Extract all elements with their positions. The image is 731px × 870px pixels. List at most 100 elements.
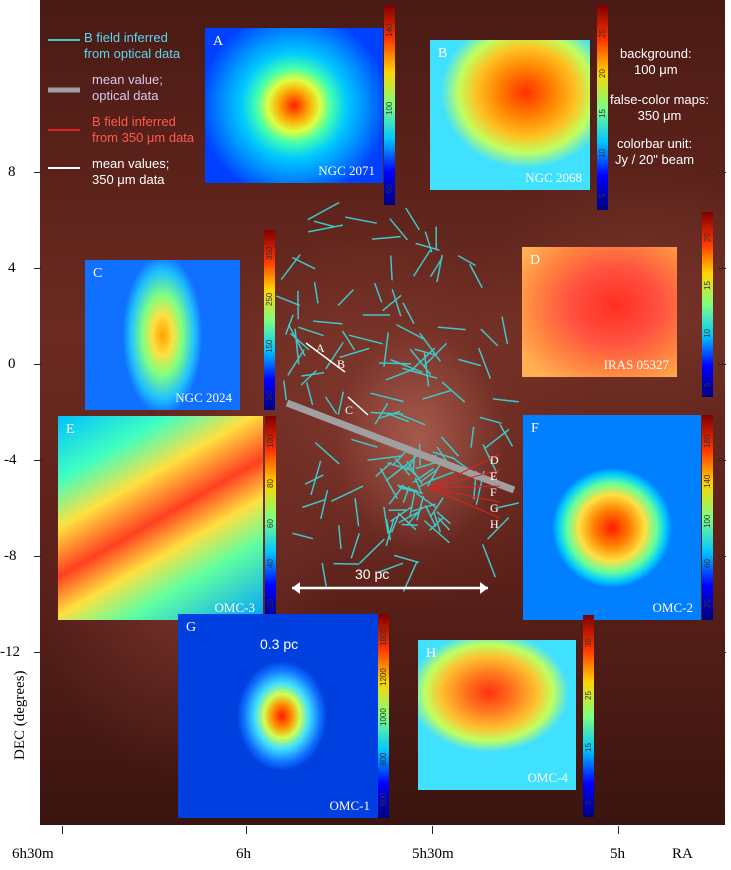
colorbar-tick: 10	[703, 329, 712, 339]
optical-b-vector	[440, 436, 460, 457]
optical-b-vector	[405, 207, 420, 231]
map-name: OMC-2	[652, 600, 693, 615]
info-colorbar-unit: colorbar unit: Jy / 20" beam	[615, 136, 695, 167]
region-pointer-line	[429, 487, 501, 519]
optical-b-vector	[304, 474, 324, 485]
optical-b-vector	[469, 263, 483, 289]
optical-b-vector	[492, 398, 519, 403]
x-tick-label: 5h	[610, 846, 625, 862]
legend-submm-b: B field inferred from 350 μm data	[92, 114, 195, 145]
optical-b-vector	[424, 231, 433, 253]
info-falsecolor: false-color maps: 350 μm	[610, 92, 709, 123]
colorbar-tick: 350	[265, 246, 274, 260]
optical-b-vector	[310, 460, 322, 496]
map-name: OMC-4	[527, 770, 568, 785]
optical-b-vector	[390, 255, 393, 281]
optical-b-vector	[371, 235, 401, 240]
optical-b-vector	[422, 389, 453, 400]
y-tick-label: -4	[4, 452, 17, 468]
optical-b-vector	[415, 461, 438, 470]
optical-b-vector	[431, 471, 454, 482]
map-letter: F	[531, 421, 539, 436]
legend-optical-mean: mean value; optical data	[92, 72, 163, 103]
y-tick-label: -12	[0, 644, 20, 660]
submm-mean-line	[305, 342, 346, 373]
colorbar-tick: 20	[598, 68, 607, 78]
x-axis-tick	[432, 826, 433, 834]
info-background: background: 100 μm	[620, 46, 692, 77]
optical-b-vector	[392, 464, 408, 476]
region-label: E	[490, 469, 498, 483]
region-label: A	[316, 341, 325, 355]
map-ngc2071: A NGC 2071	[205, 28, 383, 183]
y-axis-tick	[718, 268, 726, 269]
region-pointer-line	[429, 487, 501, 503]
colorbar-omc1: 1800 1200 1000 800 600	[378, 614, 389, 818]
y-axis-tick	[718, 460, 726, 461]
map-name: OMC-1	[329, 798, 370, 813]
map-omc4: H OMC-4	[418, 640, 576, 790]
y-axis-tick	[34, 652, 42, 653]
colorbar-tick: 1200	[379, 668, 388, 687]
map-letter: G	[186, 620, 197, 635]
x-axis-tick	[62, 826, 63, 834]
optical-b-vector	[339, 347, 370, 359]
colorbar-tick: 5	[584, 800, 593, 805]
optical-b-vector	[487, 517, 510, 540]
y-axis-tick	[34, 460, 42, 461]
map-name: IRAS 05327	[603, 357, 669, 372]
optical-b-vector	[402, 367, 438, 379]
submm-mean-line	[347, 396, 369, 416]
y-axis-tick	[34, 172, 42, 173]
optical-b-vector	[382, 294, 402, 312]
optical-b-vector	[406, 454, 418, 471]
optical-b-vector	[441, 381, 466, 403]
colorbar-tick: 1000	[379, 708, 388, 727]
region-pointer-line	[429, 469, 501, 489]
map-ngc2024: C NGC 2024	[85, 260, 240, 410]
optical-b-vector	[495, 502, 519, 509]
y-axis-tick	[34, 364, 42, 365]
optical-b-vector	[479, 416, 502, 425]
optical-b-vector	[337, 391, 345, 415]
region-label: D	[490, 453, 499, 467]
x-tick-label: 5h30m	[412, 846, 454, 862]
optical-b-vector	[501, 316, 509, 345]
optical-b-vector	[324, 396, 338, 415]
map-letter: B	[438, 46, 448, 61]
colorbar-tick: 60	[385, 184, 394, 193]
y-axis-tick	[34, 556, 42, 557]
map-letter: D	[530, 253, 541, 268]
optical-b-vector	[302, 498, 326, 509]
optical-b-vector	[320, 490, 329, 520]
optical-b-vector	[314, 442, 340, 465]
optical-b-vector	[499, 424, 514, 447]
optical-b-vector	[480, 328, 499, 347]
arrowhead	[292, 582, 300, 594]
colorbar-omc3: 100 80 60 40 20	[265, 416, 276, 620]
optical-b-vector	[354, 498, 360, 527]
map-iras05327: D IRAS 05327	[522, 247, 677, 377]
colorbar-tick: 25	[584, 690, 593, 700]
optical-b-vector	[390, 514, 400, 533]
optical-b-vector	[345, 216, 377, 224]
colorbar-iras05327: 20 15 10 5	[702, 212, 713, 397]
optical-b-vector	[321, 562, 327, 587]
optical-b-vector	[385, 519, 395, 547]
optical-b-vector	[481, 544, 497, 578]
map-letter: C	[93, 266, 103, 281]
y-tick-label: 4	[8, 260, 16, 276]
optical-b-vector	[409, 491, 416, 518]
y-axis-tick	[718, 364, 726, 365]
y-axis-tick	[718, 652, 726, 653]
colorbar-tick: 180	[703, 434, 712, 448]
optical-b-vector	[292, 532, 314, 540]
region-pointer-line	[429, 485, 501, 489]
optical-b-vector	[379, 467, 398, 499]
optical-b-vector	[367, 455, 402, 461]
optical-b-vector	[337, 289, 354, 307]
colorbar-ngc2071: 140 100 60	[384, 5, 395, 205]
optical-b-vector	[300, 369, 317, 386]
optical-b-vector	[325, 341, 344, 370]
colorbar-omc4: 35 25 15 5	[583, 615, 594, 817]
